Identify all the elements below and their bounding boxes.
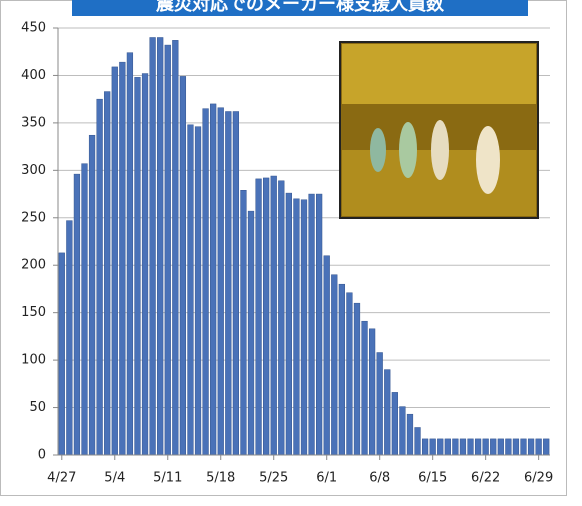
- bar: [406, 413, 414, 456]
- y-tick-label: 400: [21, 68, 46, 83]
- bar: [126, 52, 134, 456]
- bar: [164, 44, 171, 456]
- bar: [459, 438, 467, 456]
- bar: [384, 369, 391, 456]
- bar: [452, 438, 459, 456]
- bar: [467, 438, 474, 456]
- bar: [187, 124, 194, 456]
- bar: [278, 180, 285, 456]
- bar: [263, 177, 270, 456]
- bar: [316, 193, 323, 456]
- bar: [490, 438, 497, 456]
- x-tick-label: 6/8: [369, 471, 390, 486]
- photo-figure: [399, 122, 417, 178]
- bar: [399, 406, 406, 456]
- y-tick-label: 250: [21, 210, 46, 225]
- bar: [391, 392, 398, 456]
- bar: [96, 98, 103, 456]
- chart-title: 震災対応でのメーカー様支援人員数: [156, 0, 445, 15]
- x-tick-label: 5/4: [104, 471, 125, 486]
- bar: [194, 126, 202, 456]
- bar: [429, 438, 436, 456]
- bar: [368, 328, 376, 456]
- photo-figure: [370, 128, 386, 172]
- photo-figure: [476, 126, 500, 194]
- bar: [361, 320, 368, 456]
- bar: [505, 438, 512, 456]
- bar: [217, 107, 224, 456]
- bar: [88, 134, 96, 456]
- bar: [323, 255, 330, 456]
- bar: [58, 252, 65, 456]
- y-tick-label: 200: [21, 258, 46, 273]
- x-tick-label: 6/29: [524, 471, 553, 486]
- bar: [134, 77, 141, 456]
- y-tick-label: 100: [21, 353, 46, 368]
- bar: [202, 108, 209, 456]
- x-tick-label: 6/22: [471, 471, 500, 486]
- bar: [247, 210, 255, 456]
- bar: [225, 111, 232, 456]
- bar: [240, 190, 247, 456]
- bar: [285, 192, 292, 456]
- y-tick-label: 150: [21, 305, 46, 320]
- bar: [157, 37, 164, 456]
- bar: [346, 292, 353, 456]
- photo-figure: [431, 120, 449, 180]
- x-tick-label: 6/15: [418, 471, 447, 486]
- bar: [179, 76, 187, 456]
- bar: [119, 61, 126, 456]
- bar: [308, 193, 315, 456]
- bar: [111, 66, 118, 456]
- bar: [535, 438, 542, 456]
- plot-area: 0 50 100 150 200 250 300 350 400 450 4/27 5/4 5/11 5/…: [21, 21, 553, 486]
- bar: [141, 73, 149, 456]
- x-tick-label: 5/18: [206, 471, 235, 486]
- bar: [338, 283, 345, 456]
- bar: [104, 91, 111, 456]
- x-tick-label: 5/25: [259, 471, 288, 486]
- bar: [482, 438, 489, 456]
- y-tick-label: 0: [38, 448, 46, 463]
- bar: [81, 163, 88, 456]
- bar: [421, 438, 429, 456]
- bar: [543, 438, 550, 456]
- bar: [527, 438, 535, 456]
- x-tick-label: 4/27: [47, 471, 76, 486]
- bar: [149, 37, 156, 456]
- y-tick-label: 350: [21, 115, 46, 130]
- bar: [376, 352, 383, 456]
- photo: [339, 41, 539, 219]
- bar: [437, 438, 444, 456]
- bar: [331, 274, 338, 456]
- bar: [293, 198, 300, 456]
- bar: [414, 427, 421, 456]
- y-tick-label: 450: [21, 21, 46, 36]
- x-tick-label: 6/1: [316, 471, 337, 486]
- bar: [353, 302, 361, 456]
- y-tick-label: 50: [29, 400, 46, 415]
- bar: [172, 40, 179, 456]
- bar: [270, 175, 277, 456]
- x-tick-label: 5/11: [153, 471, 182, 486]
- bar: [497, 438, 504, 456]
- bar: [300, 199, 308, 456]
- title-banner: [72, 0, 528, 16]
- bar: [474, 438, 482, 456]
- photo-ceiling: [342, 44, 536, 104]
- bar: [512, 438, 520, 456]
- bar: [255, 178, 262, 456]
- bar: [210, 103, 217, 456]
- bar: [232, 111, 240, 456]
- y-tick-label: 300: [21, 163, 46, 178]
- bar: [444, 438, 451, 456]
- bar: [66, 220, 73, 456]
- bar: [73, 173, 81, 456]
- bar: [520, 438, 527, 456]
